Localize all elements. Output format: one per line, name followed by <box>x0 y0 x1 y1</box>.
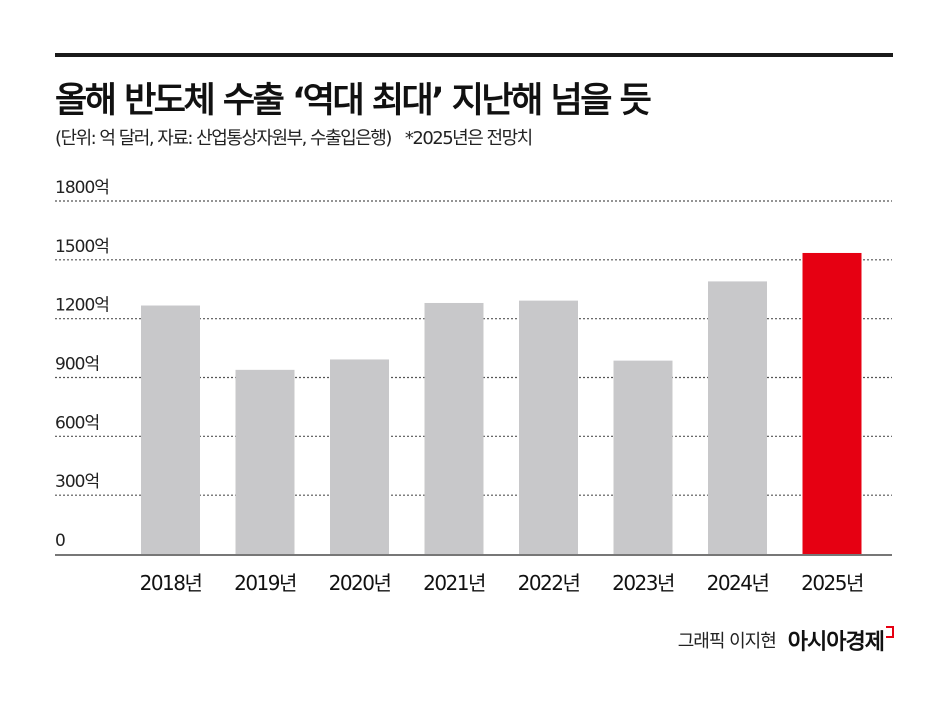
footer: 그래픽 이지현 아시아경제 <box>678 624 894 656</box>
bar-2023년 <box>613 360 673 554</box>
logo-text: 아시아경제 <box>787 630 885 655</box>
graphic-credit: 그래픽 이지현 <box>677 631 777 652</box>
y-tick-label: 1800억 <box>55 178 109 198</box>
y-tick-label: 0 <box>55 531 65 551</box>
logo-mark-icon <box>886 626 894 638</box>
chart-subtitle: (단위: 억 달러, 자료: 산업통상자원부, 수출입은행) *2025년은 전망… <box>55 124 533 150</box>
x-tick-label: 2018년 <box>140 571 202 595</box>
y-tick-label: 300억 <box>55 472 99 492</box>
chart-title: 올해 반도체 수출 ‘역대 최대’ 지난해 넘을 듯 <box>55 81 652 121</box>
x-tick-label: 2024년 <box>707 571 769 595</box>
y-tick-label: 600억 <box>55 413 99 433</box>
x-tick-label: 2025년 <box>801 571 863 595</box>
bar-2024년 <box>708 281 767 554</box>
publisher-logo: 아시아경제 <box>788 624 894 656</box>
bar-2019년 <box>235 369 295 554</box>
y-tick-label: 1200억 <box>55 296 109 316</box>
bar-2021년 <box>424 302 484 554</box>
y-tick-label: 900억 <box>55 355 99 375</box>
bar-2020년 <box>330 359 389 554</box>
bar-2025년 <box>802 252 862 554</box>
top-rule <box>55 53 893 57</box>
y-tick-label: 1500억 <box>55 237 109 257</box>
unit-source-text: (단위: 억 달러, 자료: 산업통상자원부, 수출입은행) <box>55 128 392 149</box>
x-tick-label: 2020년 <box>329 571 391 595</box>
x-tick-label: 2022년 <box>518 571 580 595</box>
bar-2022년 <box>519 300 578 554</box>
x-tick-label: 2021년 <box>423 571 485 595</box>
x-tick-label: 2019년 <box>234 571 296 595</box>
bar-2018년 <box>141 305 200 554</box>
forecast-note: *2025년은 전망치 <box>404 128 533 149</box>
x-tick-label: 2023년 <box>612 571 674 595</box>
